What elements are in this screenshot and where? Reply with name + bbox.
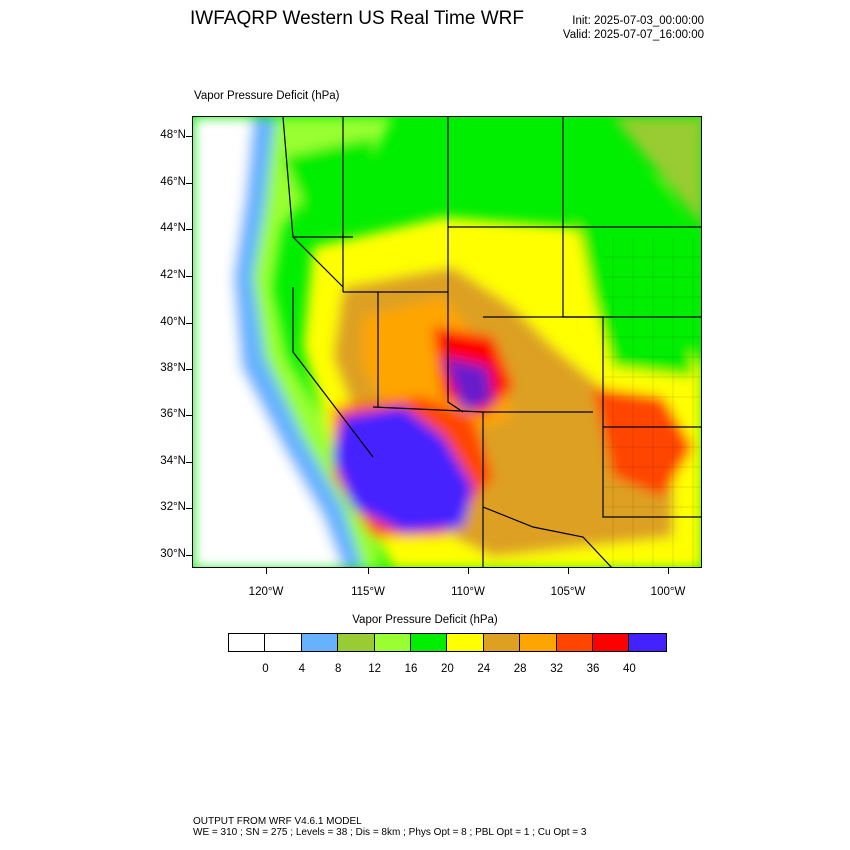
lon-label-105: 105°W [550, 586, 586, 598]
lat-tick [186, 183, 192, 184]
colorbar-tick-label: 32 [550, 663, 563, 675]
colorbar-tick-label: 0 [262, 663, 269, 675]
colorbar-box [483, 634, 521, 651]
lat-tick [186, 555, 192, 556]
colorbar-tick-label: 40 [622, 663, 636, 675]
plot-title: IWFAQRP Western US Real Time WRF [190, 8, 524, 29]
lon-tick [568, 568, 569, 574]
lat-label-48: 48°N [160, 129, 186, 141]
field-label: Vapor Pressure Deficit (hPa) [194, 90, 340, 102]
footer-line-1: OUTPUT FROM WRF V4.6.1 MODEL [193, 816, 362, 827]
colorbar-box [410, 634, 448, 651]
valid-time: Valid: 2025-07-07_16:00:00 [562, 29, 704, 41]
colorbar-box [447, 634, 484, 651]
lon-label-120: 120°W [248, 586, 284, 598]
lat-tick [186, 136, 192, 137]
footer-line-2: WE = 310 ; SN = 275 ; Levels = 38 ; Dis … [193, 827, 587, 838]
colorbar-title: Vapor Pressure Deficit (hPa) [352, 614, 498, 626]
lon-tick [266, 568, 267, 574]
lat-tick [186, 276, 192, 277]
lat-label-32: 32°N [160, 501, 186, 513]
lat-label-42: 42°N [160, 269, 186, 281]
lat-tick [186, 508, 192, 509]
lat-tick [186, 323, 192, 324]
lat-tick [186, 462, 192, 463]
map-canvas [193, 117, 701, 567]
colorbar-tick-label: 20 [440, 663, 454, 675]
colorbar-box [374, 634, 411, 651]
colorbar-tick-label: 8 [334, 663, 342, 675]
lon-tick [668, 568, 669, 574]
colorbar-box [556, 634, 593, 651]
lon-tick [468, 568, 469, 574]
lat-label-34: 34°N [160, 455, 186, 467]
lat-tick [186, 415, 192, 416]
colorbar-tick-label: 36 [586, 663, 600, 675]
lon-label-110: 110°W [451, 586, 485, 598]
colorbar-box [520, 634, 557, 651]
lat-label-40: 40°N [160, 316, 186, 328]
lon-label-100: 100°W [650, 586, 686, 598]
lat-label-36: 36°N [160, 408, 186, 420]
colorbar-tick-label: 28 [513, 663, 527, 675]
lon-tick [368, 568, 369, 574]
colorbar-tick-label: 12 [368, 663, 381, 675]
lon-label-115: 115°W [351, 586, 385, 598]
colorbar-box [592, 634, 630, 651]
colorbar-box [338, 634, 375, 651]
colorbar-tick-label: 4 [298, 663, 305, 675]
lat-label-38: 38°N [160, 362, 186, 374]
lat-tick [186, 369, 192, 370]
model-info: OUTPUT FROM WRF V4.6.1 MODEL WE = 310 ; … [193, 816, 586, 838]
colorbar-tick-label: 24 [477, 663, 491, 675]
init-time: Init: 2025-07-03_00:00:00 [572, 15, 704, 27]
lat-label-44: 44°N [160, 222, 186, 234]
colorbar [228, 633, 667, 652]
lat-label-46: 46°N [160, 176, 186, 188]
colorbar-tick-label: 16 [404, 663, 418, 675]
lat-tick [186, 229, 192, 230]
lat-label-30: 30°N [160, 548, 186, 560]
vpd-map [192, 116, 702, 568]
colorbar-box [301, 634, 339, 651]
colorbar-box [629, 634, 666, 651]
colorbar-box [229, 634, 266, 651]
colorbar-box [265, 634, 302, 651]
time-info: Init: 2025-07-03_00:00:00 Valid: 2025-07… [563, 14, 704, 42]
